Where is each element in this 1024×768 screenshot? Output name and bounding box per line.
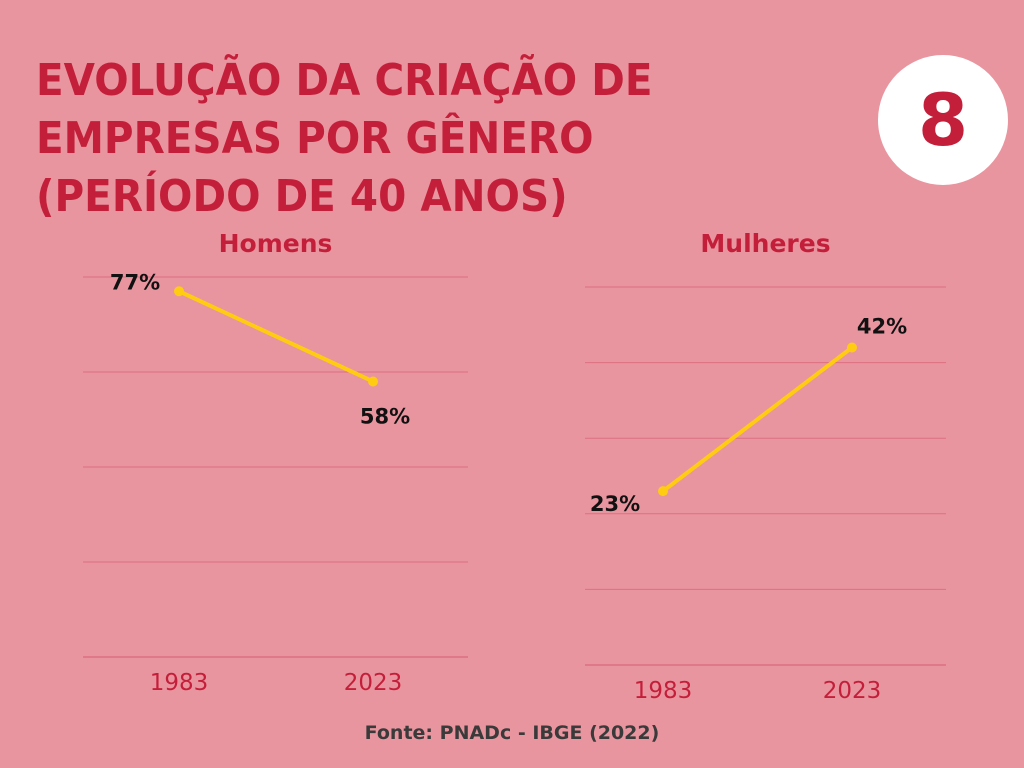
source-note: Fonte: PNADc - IBGE (2022) (364, 722, 660, 744)
data-point (368, 376, 378, 387)
chart-title: Homens (219, 229, 333, 258)
data-label: 42% (857, 314, 907, 338)
data-label: 58% (360, 405, 410, 429)
chart-title: Mulheres (700, 229, 830, 258)
data-label: 23% (590, 492, 640, 516)
series-line (661, 345, 854, 493)
data-point (174, 286, 184, 297)
x-tick-label: 2023 (823, 678, 882, 704)
series-line (178, 289, 374, 384)
number-badge: 8 (878, 55, 1008, 185)
data-point (847, 342, 857, 353)
data-label: 77% (110, 270, 160, 294)
x-tick-label: 1983 (150, 670, 209, 696)
x-tick-label: 2023 (344, 670, 403, 696)
data-point (658, 486, 668, 497)
x-tick-label: 1983 (634, 678, 693, 704)
page-title: EVOLUÇÃO DA CRIAÇÃO DE EMPRESAS POR GÊNE… (36, 55, 653, 222)
